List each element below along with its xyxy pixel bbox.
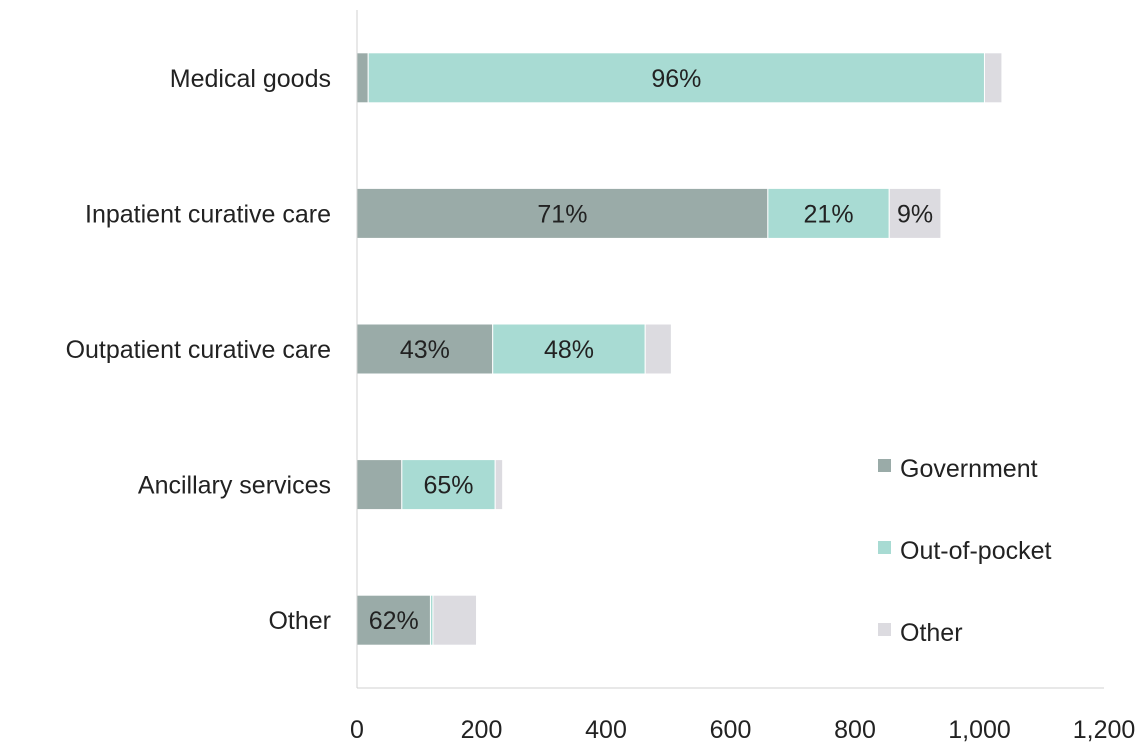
bar-segment bbox=[356, 323, 494, 375]
bar-segment bbox=[888, 187, 942, 239]
legend-swatch bbox=[878, 541, 891, 554]
legend-label: Other bbox=[900, 619, 963, 647]
data-label: 9% bbox=[897, 200, 933, 228]
x-tick-label: 800 bbox=[834, 716, 876, 744]
category-label: Medical goods bbox=[170, 65, 331, 93]
x-tick-label: 600 bbox=[710, 716, 752, 744]
data-label: 21% bbox=[804, 200, 854, 228]
bar-segment bbox=[494, 459, 504, 511]
bar-segment bbox=[356, 187, 769, 239]
bar-segment bbox=[367, 52, 985, 104]
x-tick-label: 200 bbox=[461, 716, 503, 744]
data-label: 71% bbox=[537, 200, 587, 228]
category-label: Inpatient curative care bbox=[85, 200, 331, 228]
bar-segment bbox=[356, 459, 403, 511]
x-tick-label: 1,000 bbox=[948, 716, 1011, 744]
legend-label: Government bbox=[900, 455, 1038, 483]
x-tick-label: 0 bbox=[350, 716, 364, 744]
bar-segment bbox=[492, 323, 646, 375]
bar-segment bbox=[983, 52, 1003, 104]
bar-segment bbox=[432, 594, 478, 646]
bar-segment bbox=[356, 52, 369, 104]
category-label: Outpatient curative care bbox=[66, 336, 331, 364]
x-tick-label: 400 bbox=[585, 716, 627, 744]
x-tick-label: 1,200 bbox=[1073, 716, 1136, 744]
data-label: 62% bbox=[369, 607, 419, 635]
legend-swatch bbox=[878, 623, 891, 636]
data-label: 65% bbox=[423, 472, 473, 500]
bar-segment bbox=[767, 187, 890, 239]
category-label: Other bbox=[268, 607, 331, 635]
legend-label: Out-of-pocket bbox=[900, 537, 1052, 565]
legend-swatch bbox=[878, 459, 891, 472]
category-label: Ancillary services bbox=[138, 472, 331, 500]
bar-segment bbox=[644, 323, 672, 375]
data-label: 96% bbox=[651, 65, 701, 93]
bar-segment bbox=[401, 459, 496, 511]
data-label: 48% bbox=[544, 336, 594, 364]
data-label: 43% bbox=[400, 336, 450, 364]
